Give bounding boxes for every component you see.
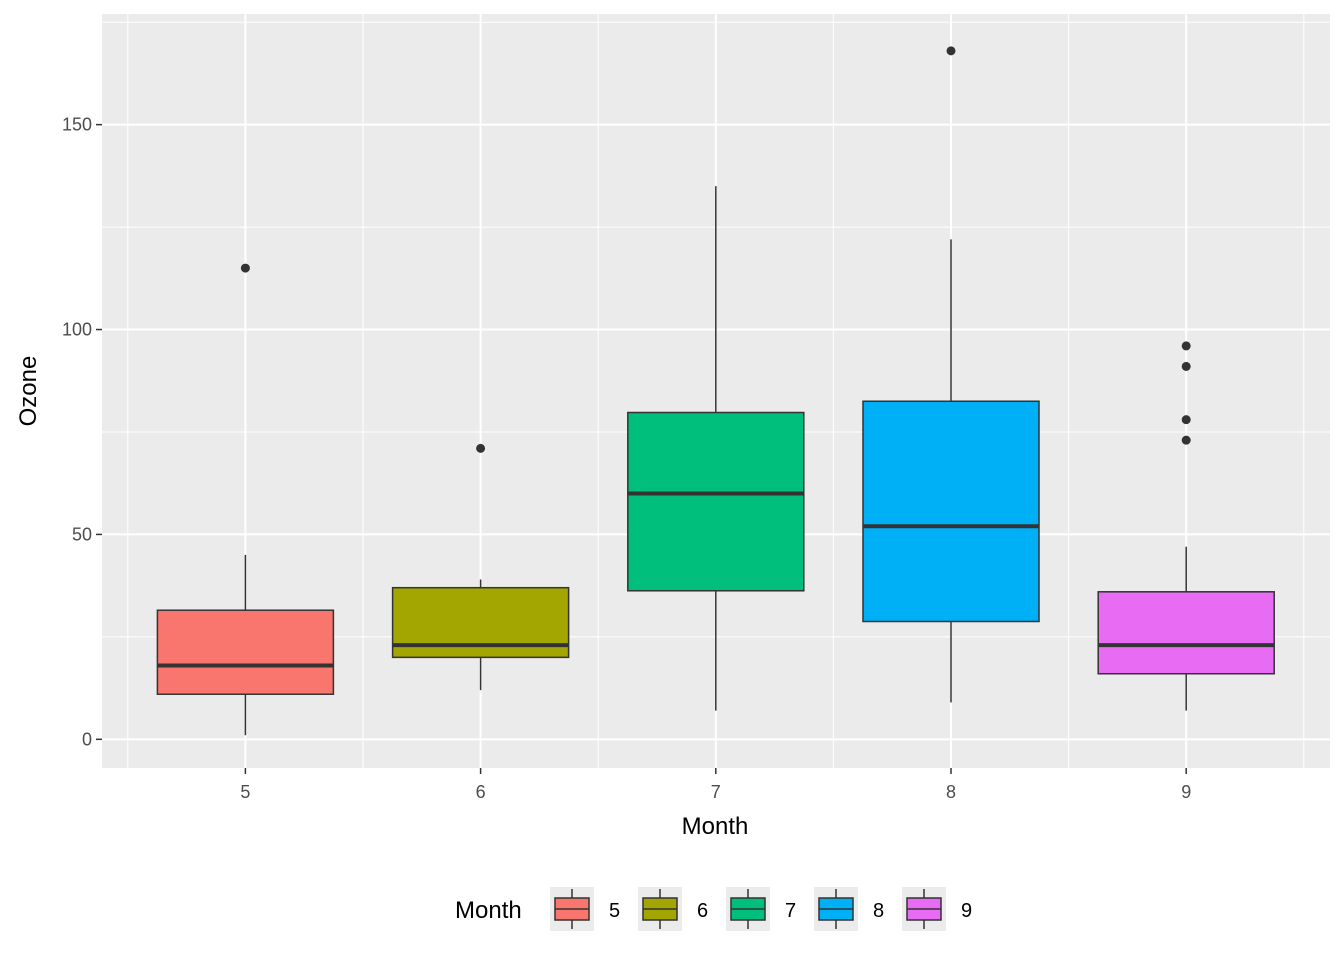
legend-item-5: 5 (550, 887, 620, 931)
x-axis: 5 6 7 8 9 (240, 768, 1191, 802)
box-iqr (627, 411, 805, 592)
box-month-6 (391, 443, 570, 691)
y-tick-label: 100 (62, 320, 92, 340)
legend: Month 5 6 7 8 9 (455, 887, 972, 931)
legend-label: 6 (697, 900, 708, 922)
box-month-9 (1097, 341, 1275, 711)
legend-title: Month (455, 897, 522, 924)
legend-item-9: 9 (902, 887, 972, 931)
box-series (156, 46, 1275, 736)
x-tick-label: 9 (1181, 782, 1191, 802)
outlier-point (476, 443, 486, 453)
y-tick-label: 50 (72, 524, 92, 544)
x-tick-label: 5 (240, 782, 250, 802)
y-axis-title: Ozone (15, 356, 42, 427)
legend-item-6: 6 (638, 887, 708, 931)
x-axis-title: Month (682, 813, 749, 840)
legend-label: 9 (961, 900, 972, 922)
legend-label: 7 (785, 900, 796, 922)
x-tick-label: 6 (476, 782, 486, 802)
y-tick-label: 0 (82, 729, 92, 749)
outlier-point (946, 46, 956, 56)
legend-item-8: 8 (814, 887, 884, 931)
x-tick-label: 8 (946, 782, 956, 802)
box-month-8 (862, 46, 1040, 703)
legend-label: 8 (873, 900, 884, 922)
x-tick-label: 7 (711, 782, 721, 802)
outlier-point (1181, 361, 1191, 371)
legend-item-7: 7 (726, 887, 796, 931)
box-month-5 (156, 263, 335, 736)
y-tick-label: 150 (62, 115, 92, 135)
outlier-point (1181, 341, 1191, 351)
y-axis: 0 50 100 150 (62, 115, 102, 749)
outlier-point (1181, 415, 1191, 425)
outlier-point (1181, 435, 1191, 445)
box-iqr (862, 400, 1040, 623)
box-iqr (156, 609, 335, 695)
legend-label: 5 (609, 900, 620, 922)
box-month-7 (627, 186, 805, 711)
box-iqr (1097, 591, 1275, 675)
outlier-point (240, 263, 250, 273)
